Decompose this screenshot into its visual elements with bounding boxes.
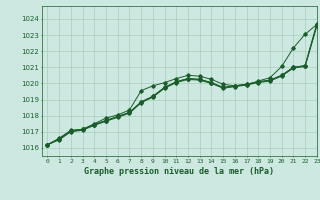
X-axis label: Graphe pression niveau de la mer (hPa): Graphe pression niveau de la mer (hPa) — [84, 167, 274, 176]
